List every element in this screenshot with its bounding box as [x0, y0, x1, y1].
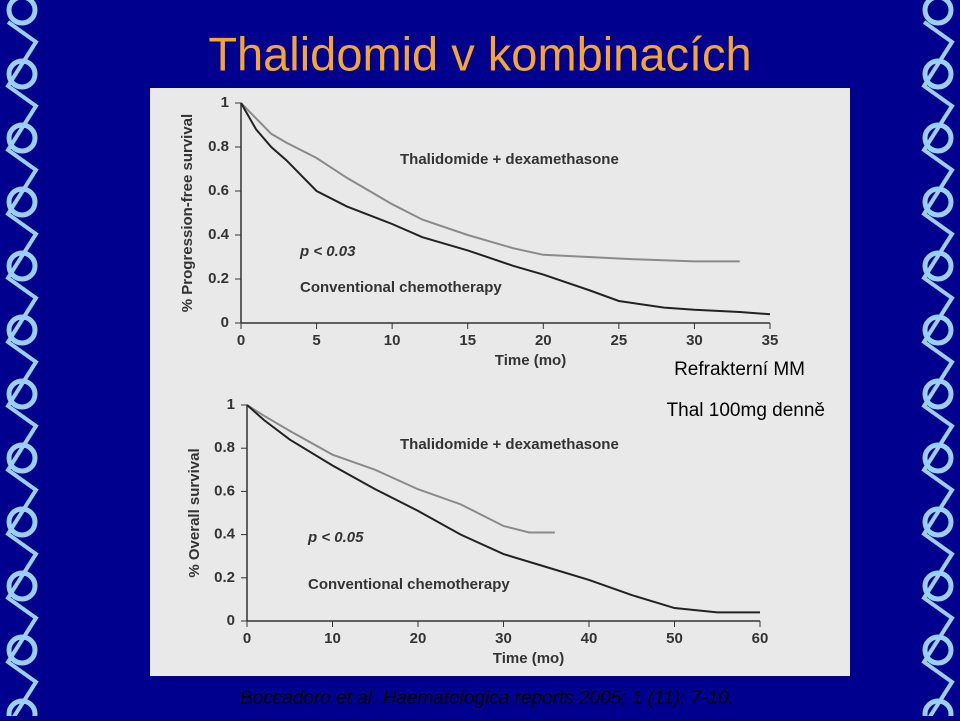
- annotation: p < 0.05: [307, 529, 364, 546]
- y-axis-label: % Progression-free survival: [179, 114, 196, 312]
- x-tick-label: 30: [686, 332, 703, 349]
- y-tick-label: 0.6: [208, 182, 229, 199]
- chain-ring: [6, 506, 38, 538]
- chain-ring: [922, 570, 954, 602]
- chain-ring: [922, 58, 954, 90]
- y-tick-label: 0: [227, 612, 235, 629]
- x-tick-label: 15: [459, 332, 476, 349]
- x-tick-label: 20: [535, 332, 552, 349]
- survival-curve: [240, 102, 740, 263]
- citation: Boccadoro et al. Haematologica reports 2…: [240, 688, 734, 709]
- x-tick-label: 60: [752, 630, 769, 647]
- chart-image: [150, 88, 850, 676]
- chain-ring: [922, 186, 954, 218]
- x-axis-label: Time (mo): [493, 650, 564, 667]
- y-tick-label: 0.2: [208, 270, 229, 287]
- y-tick-label: 0.4: [208, 226, 230, 243]
- note: Thal 100mg denně: [667, 400, 825, 421]
- chain-ring: [6, 698, 38, 721]
- y-tick-label: 1: [227, 396, 235, 413]
- x-tick-label: 35: [762, 332, 779, 349]
- x-tick-label: 30: [495, 630, 512, 647]
- chain-ring: [922, 698, 954, 721]
- chain-ring: [6, 634, 38, 666]
- chain-ring: [6, 314, 38, 346]
- chain-ring: [922, 250, 954, 282]
- annotation: p < 0.03: [299, 243, 356, 260]
- side-decoration: [5, 0, 955, 721]
- y-axis-label: % Overall survival: [186, 448, 203, 577]
- chain-ring: [6, 58, 38, 90]
- x-tick-label: 10: [384, 332, 401, 349]
- y-tick-label: 0.2: [214, 569, 235, 586]
- x-tick-label: 20: [410, 630, 427, 647]
- chain-ring: [6, 442, 38, 474]
- chain: [5, 20, 39, 721]
- chain-ring: [922, 442, 954, 474]
- survival-curve: [246, 404, 760, 614]
- y-tick-label: 0: [221, 314, 229, 331]
- chain-ring: [922, 0, 954, 26]
- chain-ring: [6, 186, 38, 218]
- chain-ring: [6, 122, 38, 154]
- chain: [921, 20, 955, 721]
- chain-ring: [922, 506, 954, 538]
- series-label: Conventional chemotherapy: [300, 279, 502, 296]
- chain-ring: [922, 634, 954, 666]
- x-axis-label: Time (mo): [495, 352, 566, 369]
- y-tick-label: 1: [221, 94, 229, 111]
- chain-ring: [922, 122, 954, 154]
- chain-ring: [6, 250, 38, 282]
- x-tick-label: 10: [324, 630, 341, 647]
- chain-ring: [6, 570, 38, 602]
- slide-title: Thalidomid v kombinacích: [208, 27, 751, 80]
- x-tick-label: 50: [666, 630, 683, 647]
- survival-curve: [246, 404, 555, 534]
- chain-ring: [922, 378, 954, 410]
- x-tick-label: 40: [581, 630, 598, 647]
- y-tick-label: 0.6: [214, 482, 235, 499]
- chain-ring: [922, 314, 954, 346]
- y-tick-label: 0.4: [214, 526, 236, 543]
- chain-ring: [6, 0, 38, 26]
- chain-ring: [6, 378, 38, 410]
- survival-curve: [240, 102, 771, 316]
- note: Refrakterní MM: [674, 359, 805, 380]
- x-tick-label: 0: [237, 332, 245, 349]
- series-label: Conventional chemotherapy: [308, 576, 510, 593]
- y-tick-label: 0.8: [208, 138, 229, 155]
- x-tick-label: 5: [312, 332, 320, 349]
- series-label: Thalidomide + dexamethasone: [400, 436, 619, 453]
- x-tick-label: 0: [243, 630, 251, 647]
- series-label: Thalidomide + dexamethasone: [400, 151, 619, 168]
- y-tick-label: 0.8: [214, 439, 235, 456]
- x-tick-label: 25: [611, 332, 628, 349]
